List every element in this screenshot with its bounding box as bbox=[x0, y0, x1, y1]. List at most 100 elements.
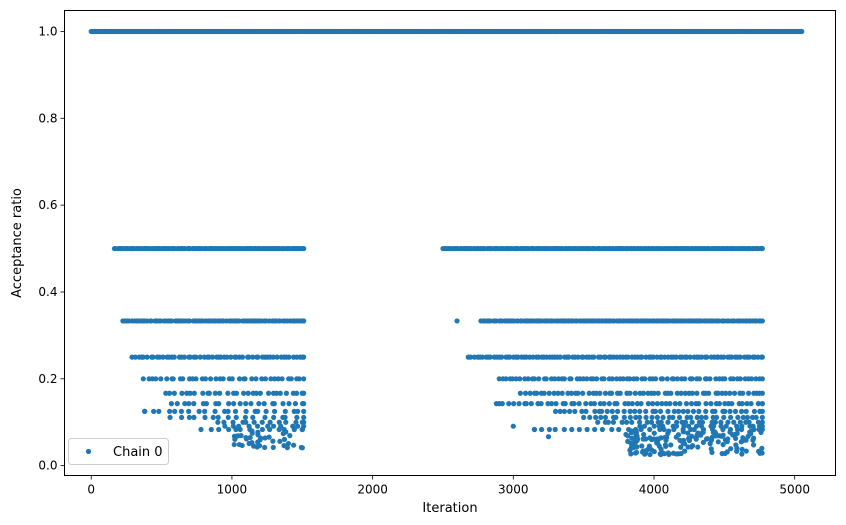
data-point bbox=[166, 390, 173, 396]
data-point bbox=[671, 426, 677, 433]
data-point bbox=[719, 390, 725, 396]
data-point bbox=[670, 414, 676, 421]
data-point bbox=[728, 414, 734, 421]
data-point bbox=[694, 414, 700, 421]
data-point bbox=[186, 408, 192, 414]
data-point bbox=[295, 408, 301, 414]
data-point bbox=[678, 444, 684, 450]
data-point bbox=[614, 376, 620, 382]
data-point bbox=[301, 376, 307, 382]
data-point bbox=[246, 354, 252, 360]
data-point bbox=[270, 423, 277, 429]
data-point bbox=[496, 376, 502, 382]
data-point bbox=[591, 401, 598, 407]
data-point bbox=[262, 435, 268, 441]
data-point bbox=[202, 376, 209, 382]
data-point bbox=[178, 408, 185, 414]
data-point bbox=[193, 376, 199, 382]
data-point bbox=[241, 390, 247, 396]
data-point bbox=[202, 408, 208, 414]
data-point bbox=[250, 414, 256, 421]
data-point bbox=[233, 390, 240, 396]
data-point bbox=[531, 376, 538, 382]
data-point bbox=[545, 401, 551, 407]
data-point bbox=[744, 414, 751, 421]
data-point bbox=[586, 390, 592, 396]
data-point bbox=[546, 390, 552, 396]
data-point bbox=[649, 414, 655, 421]
data-point bbox=[267, 419, 273, 425]
data-point bbox=[552, 376, 558, 382]
data-point bbox=[561, 376, 567, 382]
data-point bbox=[601, 401, 607, 407]
data-point bbox=[704, 354, 710, 360]
data-point bbox=[737, 354, 743, 360]
data-point bbox=[301, 414, 307, 421]
data-point bbox=[724, 449, 730, 455]
data-point bbox=[755, 419, 762, 425]
data-point bbox=[598, 408, 605, 414]
data-point bbox=[158, 376, 164, 382]
data-point bbox=[740, 414, 746, 421]
data-point bbox=[299, 426, 305, 433]
data-point bbox=[274, 354, 280, 360]
data-point bbox=[186, 318, 193, 324]
data-point bbox=[683, 401, 690, 407]
x-tick-label: 5000 bbox=[779, 483, 810, 497]
y-tick-label: 0.4 bbox=[38, 285, 57, 299]
data-point bbox=[633, 414, 639, 421]
legend: Chain 0 bbox=[68, 438, 169, 465]
legend-label: Chain 0 bbox=[113, 445, 163, 460]
data-point bbox=[565, 390, 571, 396]
data-point bbox=[271, 401, 277, 407]
data-point bbox=[236, 318, 242, 324]
data-point bbox=[266, 434, 272, 440]
data-point bbox=[580, 390, 586, 396]
data-point bbox=[602, 414, 609, 421]
data-point bbox=[658, 419, 664, 425]
data-point bbox=[680, 429, 686, 435]
data-point bbox=[243, 434, 249, 441]
data-point bbox=[682, 376, 688, 382]
data-point bbox=[759, 414, 765, 421]
data-point bbox=[206, 390, 212, 396]
data-point bbox=[186, 401, 192, 407]
data-point bbox=[621, 414, 627, 421]
data-point bbox=[738, 408, 745, 414]
data-point bbox=[751, 435, 757, 441]
data-point bbox=[151, 408, 157, 414]
data-point bbox=[236, 376, 243, 382]
data-point bbox=[758, 429, 764, 435]
data-point bbox=[479, 354, 486, 360]
data-point bbox=[515, 354, 521, 360]
data-point bbox=[191, 390, 197, 396]
data-point bbox=[288, 376, 294, 382]
data-point bbox=[690, 408, 697, 414]
data-point bbox=[688, 401, 695, 407]
data-point bbox=[597, 390, 603, 396]
data-point bbox=[517, 376, 523, 382]
data-point bbox=[538, 401, 544, 407]
data-point bbox=[650, 354, 656, 360]
data-point bbox=[653, 376, 659, 382]
data-point bbox=[688, 414, 694, 421]
data-point bbox=[273, 390, 280, 396]
data-point bbox=[666, 428, 672, 434]
y-tick-label: 0.8 bbox=[38, 111, 57, 125]
data-point bbox=[729, 354, 735, 360]
data-point bbox=[694, 390, 700, 396]
data-point bbox=[215, 419, 221, 425]
data-point bbox=[753, 376, 759, 382]
data-point bbox=[257, 390, 263, 396]
data-point bbox=[698, 414, 705, 421]
data-point bbox=[280, 401, 286, 407]
data-point bbox=[233, 426, 239, 433]
data-point bbox=[499, 401, 505, 407]
data-point bbox=[680, 408, 686, 414]
data-point bbox=[534, 390, 540, 396]
data-point bbox=[625, 354, 631, 360]
data-point bbox=[656, 436, 662, 442]
data-point bbox=[251, 419, 257, 425]
data-point bbox=[256, 401, 262, 407]
data-point bbox=[561, 426, 567, 433]
